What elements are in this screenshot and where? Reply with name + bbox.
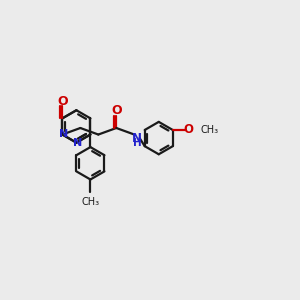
Text: CH₃: CH₃ xyxy=(81,196,100,207)
Text: N: N xyxy=(58,129,68,139)
Text: N: N xyxy=(132,132,142,145)
Text: N: N xyxy=(73,138,82,148)
Text: O: O xyxy=(184,124,194,136)
Text: O: O xyxy=(111,104,122,117)
Text: H: H xyxy=(133,138,142,148)
Text: CH₃: CH₃ xyxy=(200,125,219,135)
Text: O: O xyxy=(57,95,68,108)
